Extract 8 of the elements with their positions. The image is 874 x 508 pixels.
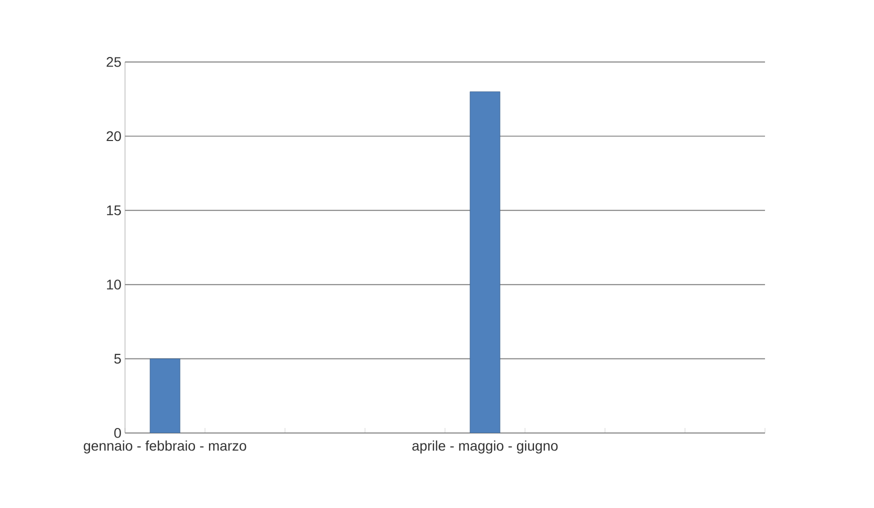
- y-tick-label: 15: [107, 206, 121, 216]
- y-tick-label: 20: [106, 131, 121, 142]
- y-tick-label: 25: [106, 57, 121, 67]
- y-tick-label: 0: [114, 428, 121, 438]
- y-tick-label: 5: [114, 354, 121, 364]
- x-tick-label: aprile - maggio - giugno: [412, 440, 558, 454]
- y-tick-label: 10: [107, 280, 121, 290]
- x-tick-label: gennaio - febbraio - marzo: [84, 440, 246, 454]
